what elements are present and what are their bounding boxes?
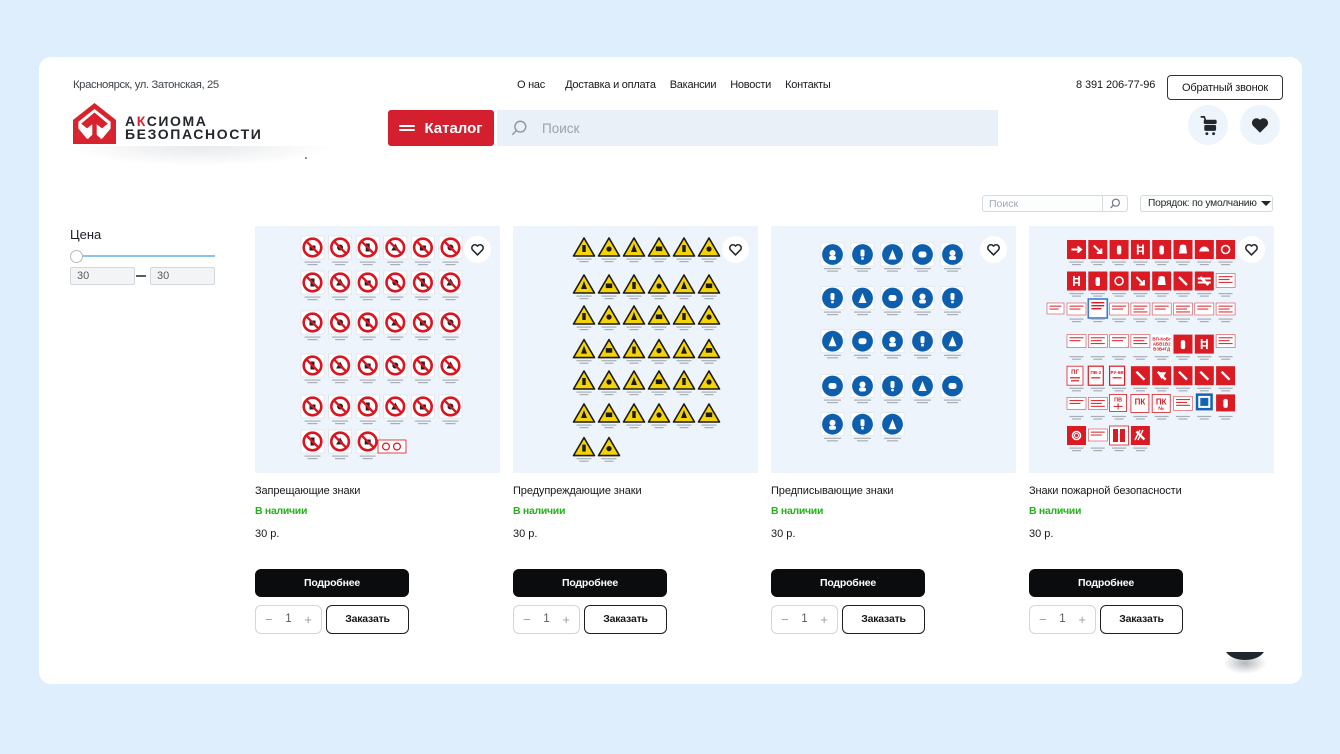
svg-text:АБВ1В2: АБВ1В2 <box>1153 342 1171 347</box>
svg-text:ПГ: ПГ <box>1071 370 1079 376</box>
svg-text:№: № <box>1158 406 1164 412</box>
svg-text:РУ-6В: РУ-6В <box>1110 370 1124 375</box>
svg-text:В3В4ГД: В3В4ГД <box>1153 347 1171 352</box>
svg-text:ПК: ПК <box>1156 397 1167 406</box>
svg-text:ПВ: ПВ <box>1114 397 1122 403</box>
svg-text:ПК: ПК <box>1135 397 1146 406</box>
svg-text:ВП-КоБг: ВП-КоБг <box>1152 337 1171 342</box>
svg-text:ПВ-2: ПВ-2 <box>1090 370 1101 375</box>
